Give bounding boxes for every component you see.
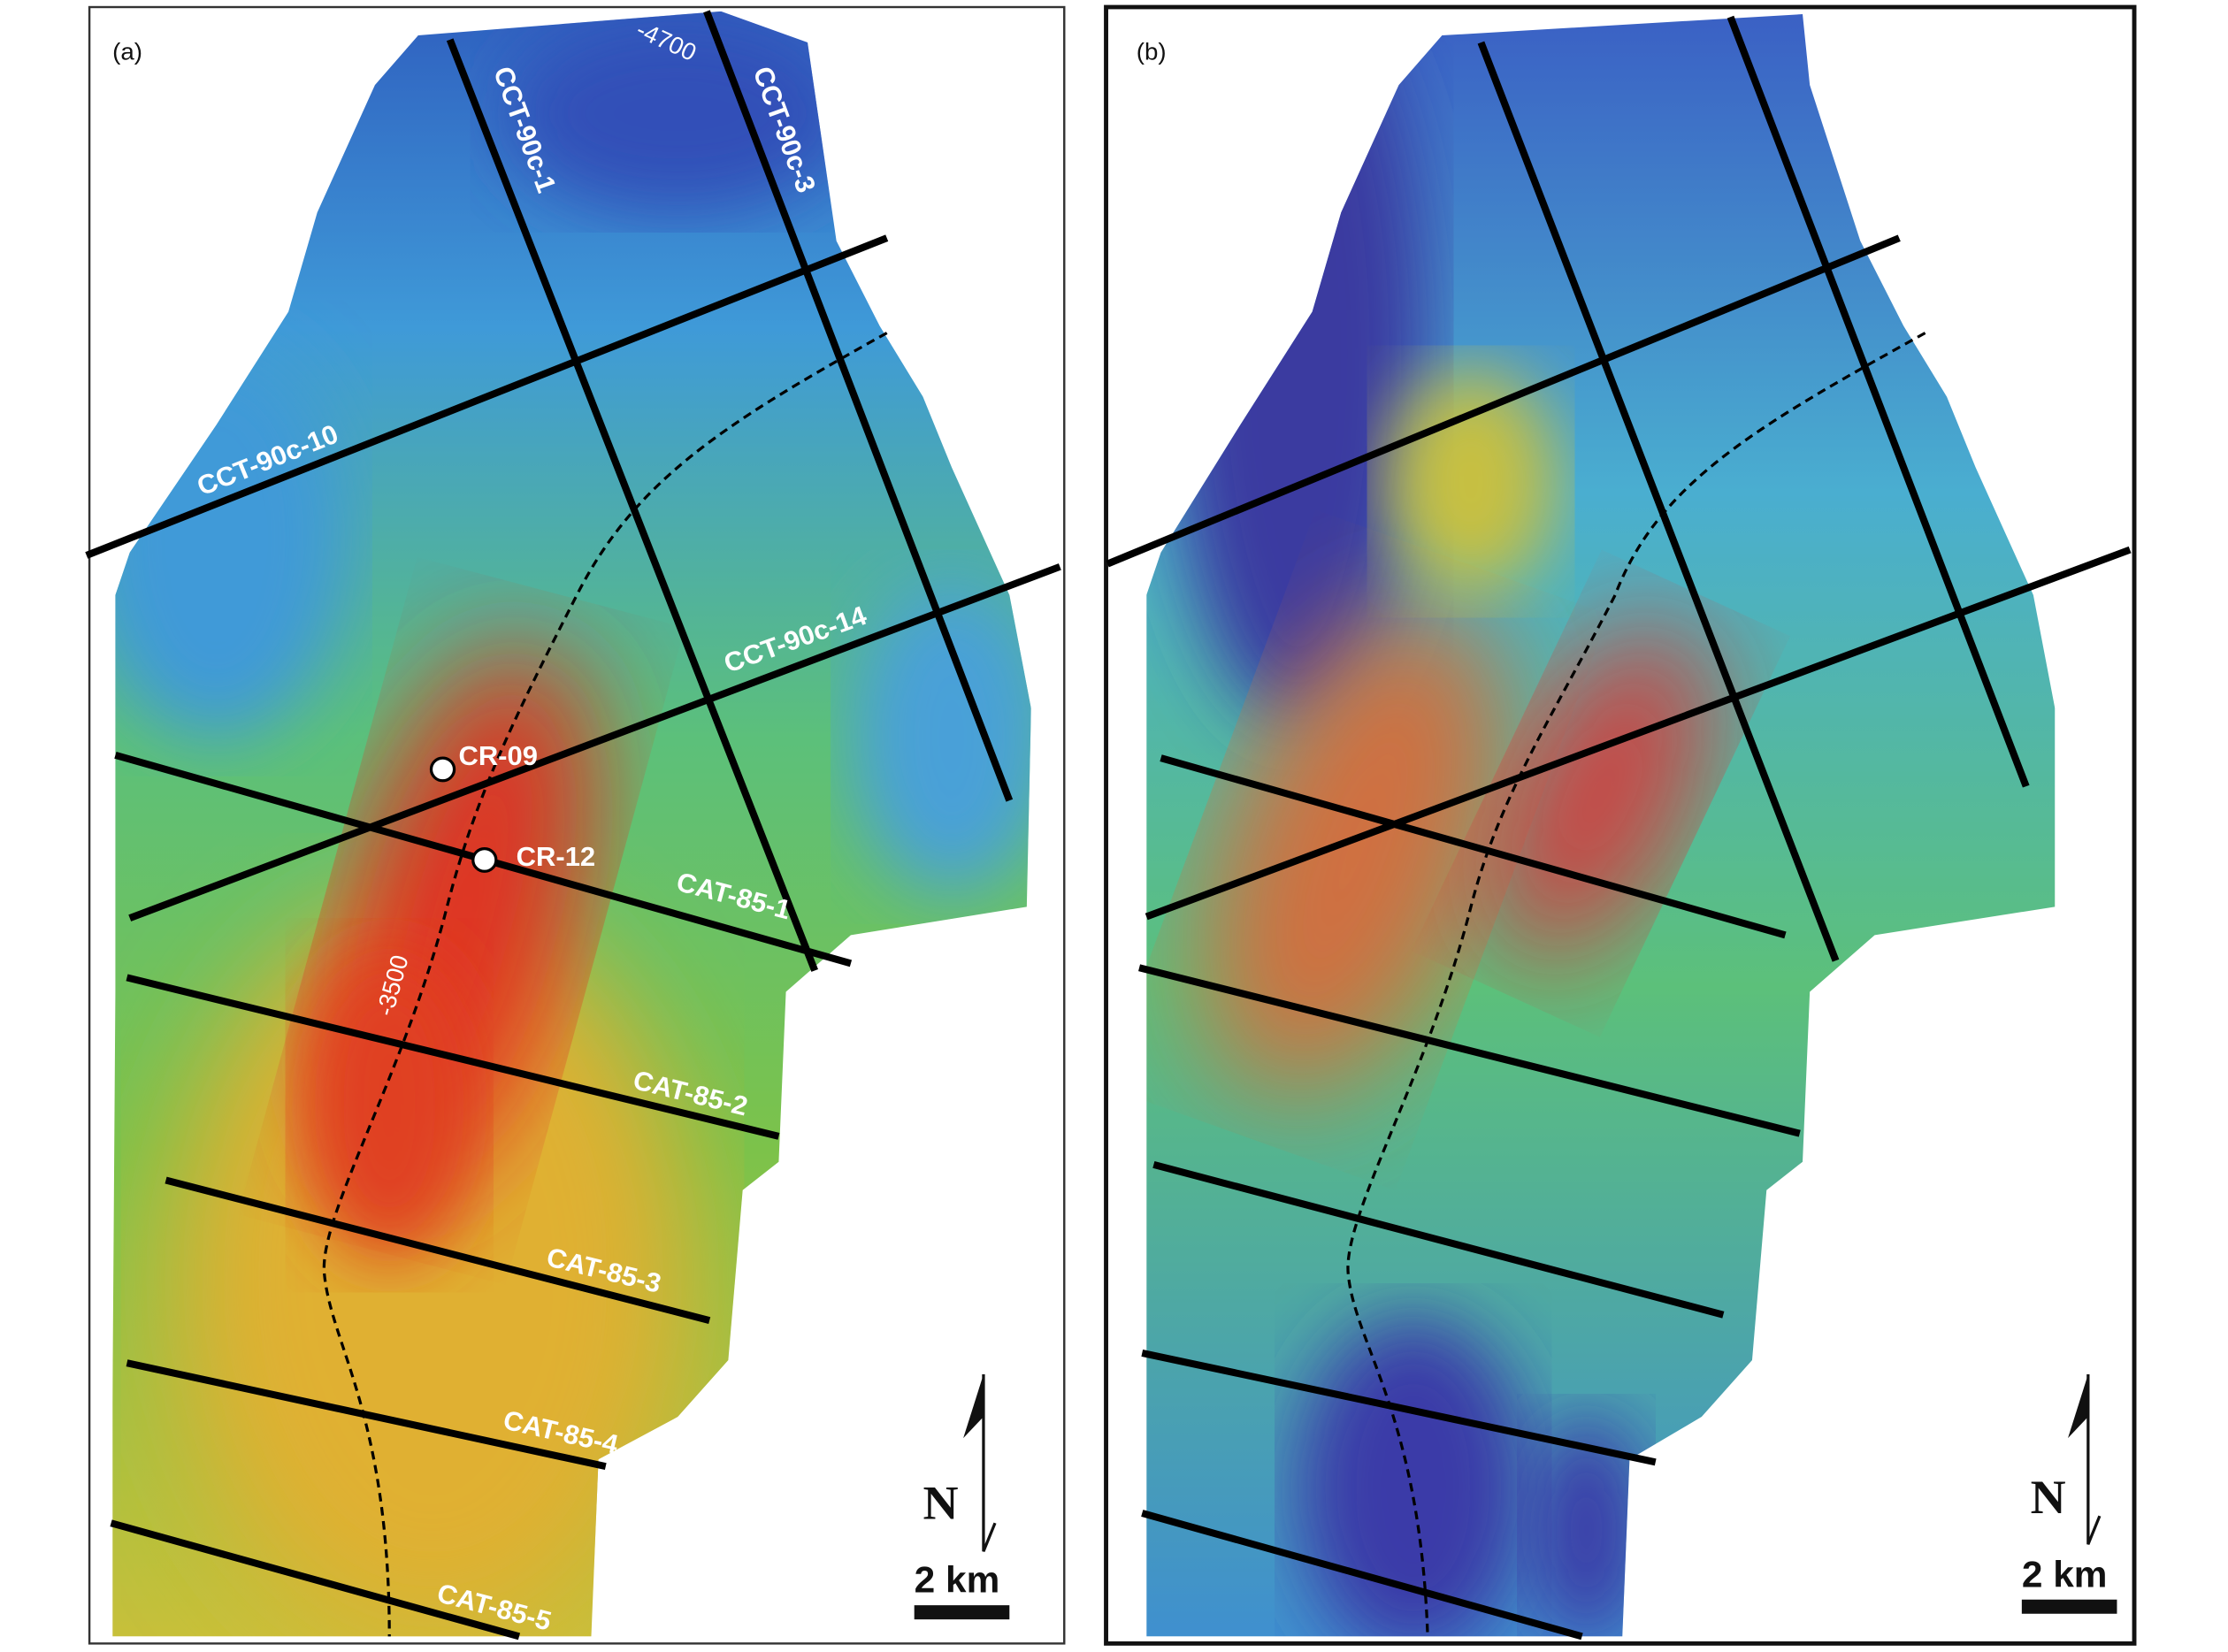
scale-bar <box>2021 1599 2117 1614</box>
scale-label: 2 km <box>915 1559 1000 1601</box>
north-label: N <box>2031 1470 2066 1523</box>
map-a <box>112 11 1031 1637</box>
panel-frame <box>88 5 1066 1645</box>
panel-frame <box>1104 4 2137 1646</box>
north-label: N <box>923 1476 958 1529</box>
well-label: CR-09 <box>458 740 537 771</box>
scale-bar <box>914 1605 1010 1620</box>
well <box>471 847 498 873</box>
panel-label: (b) <box>1137 38 1167 65</box>
map-b <box>1146 14 2056 1637</box>
well <box>429 756 456 783</box>
panel-label: (a) <box>112 38 142 65</box>
well-label: CR-12 <box>517 841 595 872</box>
scale-label: 2 km <box>2022 1554 2108 1595</box>
